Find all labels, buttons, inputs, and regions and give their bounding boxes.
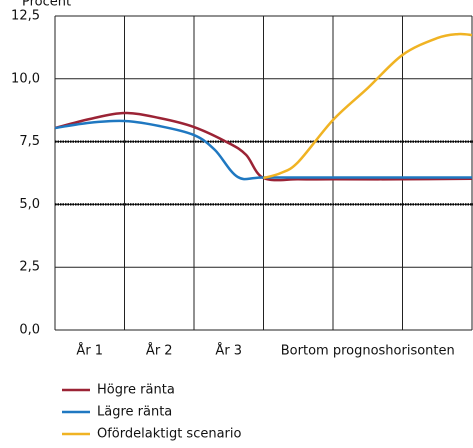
legend-label: Högre ränta <box>97 383 175 398</box>
x-tick-label: År 3 <box>215 343 242 359</box>
x-tick-label: År 1 <box>76 343 103 359</box>
legend-label: Ofördelaktigt scenario <box>97 427 242 442</box>
y-axis-label: Procent <box>22 0 71 10</box>
y-tick-label: 12,5 <box>11 9 40 24</box>
line-series <box>54 119 472 181</box>
y-tick-label: 7,5 <box>19 134 40 149</box>
x-tick-label: År 2 <box>146 343 173 359</box>
y-tick-label: 5,0 <box>19 197 40 212</box>
legend-label: Lägre ränta <box>97 405 172 420</box>
y-tick-label: 10,0 <box>11 71 40 86</box>
x-tick-label: Bortom prognoshorisonten <box>281 344 455 359</box>
line-series <box>263 32 473 180</box>
y-tick-label: 2,5 <box>19 260 40 275</box>
line-series <box>54 111 473 182</box>
y-tick-label: 0,0 <box>19 323 40 338</box>
